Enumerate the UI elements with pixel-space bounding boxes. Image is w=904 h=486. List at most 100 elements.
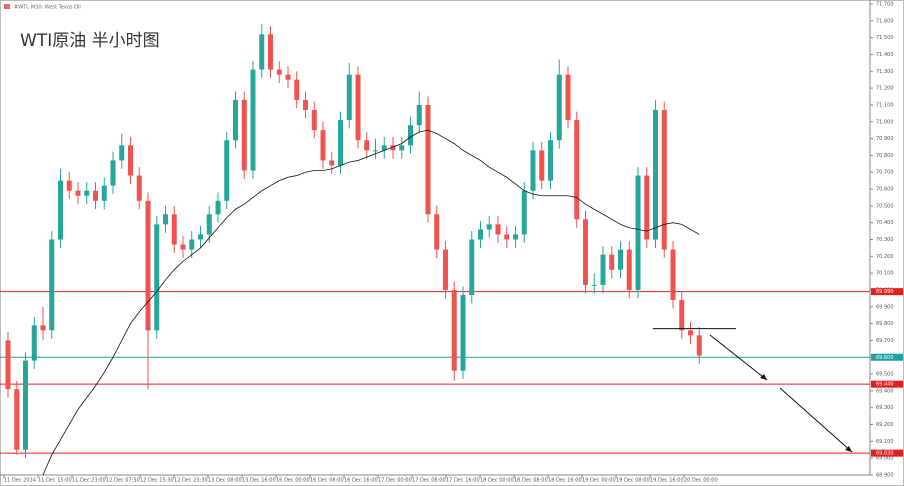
candle-body	[355, 74, 361, 141]
x-tick-label: 17 Dec 00:00	[378, 478, 412, 484]
y-tick-label: 70.300	[876, 237, 894, 243]
candle-body	[670, 249, 676, 301]
candle-body	[31, 325, 37, 361]
y-tick-label: 71.700	[876, 2, 894, 8]
candle-body	[136, 175, 142, 201]
level-tag	[871, 449, 903, 457]
candle-body	[696, 335, 702, 356]
candle-body	[486, 224, 492, 230]
y-tick-label: 70.500	[876, 203, 894, 209]
x-tick-label: 18 Dec 16:00	[548, 478, 582, 484]
level-label: 69.440	[876, 382, 894, 388]
candle-body	[75, 190, 81, 196]
candle-body	[154, 224, 160, 331]
candle-body	[171, 214, 177, 245]
candle-body	[241, 99, 247, 171]
candle-body	[189, 239, 195, 250]
x-tick-label: 11 Dec 15:00	[38, 478, 72, 484]
y-tick-label: 69.700	[876, 338, 894, 344]
candle-body	[539, 150, 545, 181]
y-tick-label: 71.600	[876, 18, 894, 24]
moving-average	[42, 129, 700, 476]
candle-body	[635, 175, 641, 290]
candle-body	[416, 104, 422, 126]
y-tick-label: 69.200	[876, 422, 894, 428]
y-tick-label: 71.400	[876, 52, 894, 58]
candle-body	[23, 360, 28, 450]
x-tick-label: 19 Dec 08:00	[616, 478, 650, 484]
x-tick-label: 13 Dec 16:00	[242, 478, 276, 484]
candle-body	[644, 175, 650, 240]
y-tick-label: 70.800	[876, 153, 894, 159]
y-tick-label: 69.000	[876, 456, 894, 462]
chart-title: WTI原油 半小时图	[20, 31, 160, 51]
candle-body	[110, 160, 116, 186]
y-tick-label: 71.100	[876, 102, 894, 108]
candle-body	[49, 239, 55, 331]
candle-body	[311, 109, 317, 131]
candle-body	[5, 340, 11, 390]
x-tick-label: 19 Dec 16:00	[650, 478, 684, 484]
candle-body	[206, 214, 212, 235]
candle-body	[268, 34, 273, 70]
symbol-icon	[4, 4, 10, 9]
y-tick-label: 70.400	[876, 220, 894, 226]
arrow-head	[845, 446, 852, 452]
candle-body	[180, 244, 186, 250]
y-tick-label: 68.900	[876, 473, 894, 479]
candle-body	[583, 219, 588, 285]
chart-header: #WTI, M30: West Texas Oil	[14, 5, 81, 11]
candle-body	[591, 284, 597, 286]
level-tag	[871, 380, 903, 388]
candle-body	[381, 145, 387, 151]
x-tick-label: 12 Dec 07:30	[106, 478, 140, 484]
level-label: 69.990	[876, 289, 894, 295]
y-tick-label: 69.800	[876, 321, 894, 327]
candle-body	[224, 140, 230, 201]
candle-body	[145, 200, 151, 331]
x-tick-label: 19 Dec 00:00	[582, 478, 616, 484]
candle-body	[626, 249, 632, 290]
y-tick-label: 69.900	[876, 304, 894, 310]
y-tick-label: 69.400	[876, 388, 894, 394]
candle-body	[259, 34, 265, 70]
candle-body	[504, 234, 510, 240]
candle-body	[548, 140, 553, 181]
x-tick-label: 17 Dec 16:00	[446, 478, 480, 484]
candle-body	[163, 214, 168, 225]
y-tick-label: 71.300	[876, 69, 894, 75]
candle-body	[443, 249, 448, 290]
x-tick-label: 16 Dec 08:00	[310, 478, 344, 484]
y-tick-label: 71.200	[876, 86, 894, 92]
level-tag	[871, 288, 903, 296]
candle-body	[93, 190, 98, 201]
candle-body	[434, 214, 440, 250]
candle-body	[495, 224, 501, 235]
y-tick-label: 70.700	[876, 170, 894, 176]
candle-body	[198, 234, 203, 240]
candle-body	[399, 145, 405, 151]
candle-body	[338, 120, 343, 166]
candle-body	[364, 140, 370, 151]
arrow-head	[760, 374, 767, 380]
candle-body	[233, 99, 238, 141]
y-tick-label: 69.300	[876, 405, 894, 411]
candle-body	[215, 200, 221, 215]
x-tick-label: 11 Dec 2024	[4, 478, 36, 484]
candle-body	[390, 145, 396, 151]
candle-body	[530, 150, 536, 191]
candle-body	[653, 109, 658, 240]
candle-body	[460, 295, 466, 371]
candle-body	[119, 145, 125, 161]
candle-body	[600, 254, 606, 285]
x-tick-label: 18 Dec 08:00	[514, 478, 548, 484]
candle-body	[425, 104, 431, 215]
candle-body	[469, 239, 475, 296]
candle-body	[451, 289, 457, 371]
x-tick-label: 20 Dec 00:00	[684, 478, 718, 484]
y-tick-label: 69.500	[876, 372, 894, 378]
candle-body	[478, 229, 483, 240]
y-tick-label: 70.600	[876, 187, 894, 193]
candle-body	[14, 389, 20, 450]
